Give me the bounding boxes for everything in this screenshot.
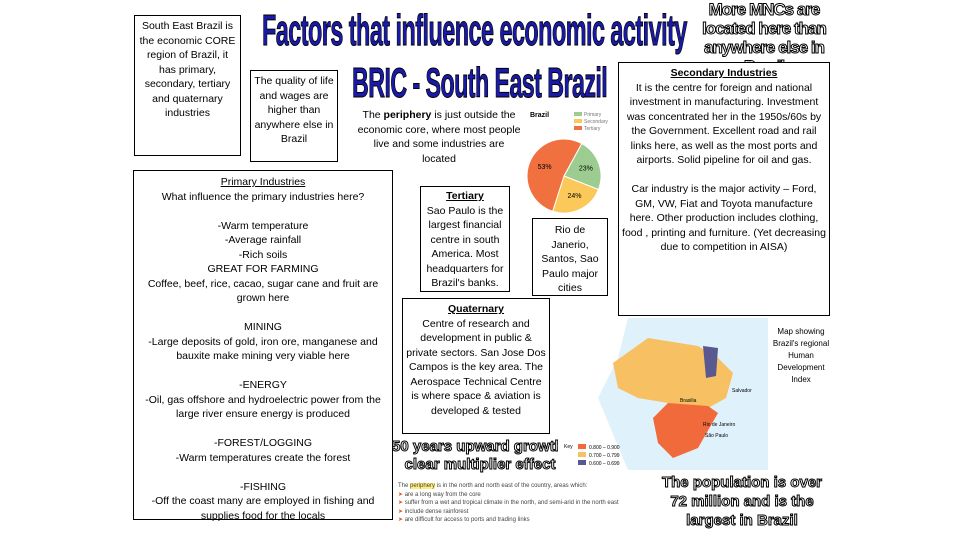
primary-line: -Average rainfall bbox=[224, 234, 302, 246]
periphery-note-item: ➤ suffer from a wet and tropical climate… bbox=[398, 500, 619, 506]
periphery-text: The periphery is just outside the econom… bbox=[357, 109, 521, 165]
pie-label: 24% bbox=[568, 193, 582, 200]
pie-label: 53% bbox=[538, 164, 552, 171]
map-legend-swatch bbox=[578, 460, 586, 465]
primary-line: -FOREST/LOGGING bbox=[213, 437, 312, 449]
pie-legend-swatch bbox=[574, 119, 582, 123]
map-city-label: Brasilia bbox=[680, 398, 697, 404]
primary-line: Coffee, beef, rice, cacao, sugar cane an… bbox=[147, 277, 379, 305]
map-legend-swatch bbox=[578, 452, 586, 457]
map-legend-label: 0.800 – 0.900 bbox=[589, 445, 620, 451]
primary-line bbox=[137, 364, 389, 379]
pie-label: 23% bbox=[579, 165, 593, 172]
map-city-label: Salvador bbox=[732, 388, 752, 394]
page-title: Factors that influence economic activity bbox=[262, 6, 688, 55]
pie-slice bbox=[526, 138, 583, 212]
primary-line bbox=[137, 465, 389, 480]
tertiary-box: Tertiary Sao Paulo is the largest financi… bbox=[420, 186, 510, 292]
primary-line bbox=[137, 306, 389, 321]
primary-line: -FISHING bbox=[239, 480, 287, 493]
pie-legend-label: Tertiary bbox=[584, 126, 601, 132]
primary-line: -Warm temperature bbox=[217, 219, 309, 232]
primary-industries-box: Primary Industries What influence the pri… bbox=[133, 170, 393, 522]
map-city-label: Rio de Janeiro bbox=[703, 422, 735, 428]
pie-legend-label: Primary bbox=[584, 112, 602, 118]
periphery-note-item: ➤ are difficult for access to ports and … bbox=[398, 517, 530, 523]
primary-line: -Rich soils bbox=[238, 248, 288, 261]
map-legend-swatch bbox=[578, 444, 586, 449]
pie-slice bbox=[563, 142, 602, 191]
map-city-label: São Paulo bbox=[705, 433, 728, 439]
map-region-high bbox=[653, 403, 718, 458]
pie-title: Brazil bbox=[530, 112, 549, 119]
population-text: The population is over 72 million and is… bbox=[661, 474, 822, 530]
primary-line bbox=[137, 422, 389, 437]
map-legend-label: 0.600 – 0.699 bbox=[589, 461, 620, 467]
pie-legend-swatch bbox=[574, 126, 582, 130]
primary-line: -Off the coast many are employed in fish… bbox=[151, 495, 375, 522]
primary-line: -ENERGY bbox=[239, 379, 287, 391]
pie-legend-swatch bbox=[574, 112, 582, 116]
periphery-note-item: ➤ are a long way from the core bbox=[398, 491, 481, 498]
primary-line: -Large deposits of gold, iron ore, manga… bbox=[148, 335, 378, 363]
secondary-box: Secondary Industries It is the centre for… bbox=[618, 62, 830, 316]
quaternary-box: Quaternary Centre of research and develop… bbox=[402, 298, 550, 434]
primary-line: -Warm temperatures create the forest bbox=[175, 451, 351, 464]
map-region-medium bbox=[613, 338, 733, 408]
primary-line: GREAT FOR FARMING bbox=[207, 263, 319, 275]
primary-line: -Oil, gas offshore and hydroelectric pow… bbox=[145, 393, 381, 421]
map-region-low bbox=[703, 346, 718, 378]
pie-slice bbox=[552, 175, 600, 214]
map-legend-title: Key bbox=[564, 444, 573, 450]
primary-line: MINING bbox=[244, 321, 282, 333]
cities-box: Rio de Janerio, Santos, Sao Paulo major … bbox=[532, 218, 608, 296]
map-caption: Map showing Brazil's regional Human Deve… bbox=[772, 327, 830, 384]
page-subtitle: BRIC - South East Brazil bbox=[352, 59, 608, 106]
periphery-note: The periphery is in the north and north … bbox=[398, 482, 646, 525]
growth-text: 50 years upward growth, clear multiplier… bbox=[392, 438, 569, 474]
pie-legend-label: Secondary bbox=[584, 119, 608, 125]
map-legend-label: 0.700 – 0.799 bbox=[589, 453, 620, 459]
core-box: South East Brazil is the economic CORE r… bbox=[134, 15, 241, 156]
quality-box: The quality of life and wages are higher… bbox=[250, 70, 338, 162]
periphery-note-item: ➤ include dense rainforest bbox=[398, 508, 469, 515]
